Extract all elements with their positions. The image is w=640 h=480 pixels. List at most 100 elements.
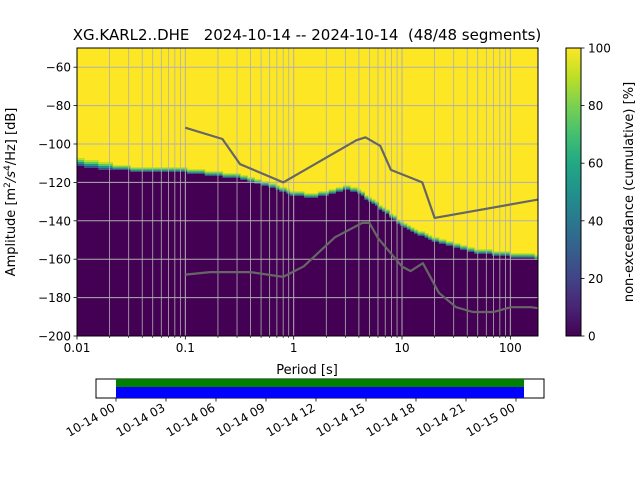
heatmap-transition (275, 185, 280, 187)
heatmap-transition (484, 252, 489, 254)
heatmap-column (445, 246, 450, 336)
heatmap-column (293, 196, 298, 336)
heatmap-transition (155, 168, 160, 170)
heatmap-transition (410, 228, 415, 230)
heatmap-column (80, 166, 85, 336)
heatmap-transition (286, 192, 291, 194)
heatmap-transition (353, 189, 358, 191)
heatmap-transition (381, 208, 387, 210)
low-noise-model-line (185, 221, 538, 314)
heatmap-transition (417, 234, 422, 236)
heatmap-transition (438, 239, 443, 241)
heatmap-column (413, 234, 419, 336)
heatmap-transition (218, 171, 223, 173)
heatmap-transition (424, 233, 429, 235)
chart-title: XG.KARL2..DHE 2024-10-14 -- 2024-10-14 (… (73, 26, 542, 44)
heatmap-transition (353, 187, 358, 189)
heatmap-transition (77, 158, 82, 160)
heatmap-transition (225, 173, 231, 175)
x-tick-label: 0.01 (64, 341, 91, 355)
heatmap-transition (491, 254, 497, 256)
heatmap-transition (452, 245, 458, 247)
heatmap-transition (289, 191, 294, 193)
heatmap-transition (534, 256, 538, 258)
heatmap-transition (108, 166, 114, 168)
heatmap-transition (445, 244, 450, 246)
heatmap-column (467, 252, 472, 336)
heatmap-column (279, 192, 284, 336)
heatmap-column (527, 258, 532, 336)
heatmap-transition (137, 170, 142, 172)
heatmap-transition (467, 249, 472, 251)
x-tick-label: 100 (499, 341, 522, 355)
heatmap-transition (449, 241, 454, 243)
heatmap-transition (300, 193, 305, 195)
heatmap-column (474, 254, 479, 336)
heatmap-transition (406, 226, 411, 228)
heatmap-column (211, 176, 216, 336)
heatmap-transition (250, 178, 255, 180)
heatmap-column (353, 192, 358, 336)
heatmap-transition (151, 167, 156, 169)
heatmap-column (420, 236, 426, 336)
heatmap-column (502, 256, 507, 336)
heatmap-transition (201, 169, 206, 171)
heatmap-transition (481, 251, 486, 253)
heatmap-transition (438, 242, 443, 244)
heatmap-transition (204, 172, 209, 174)
heatmap-transition (194, 169, 199, 171)
heatmap-transition (367, 197, 372, 199)
heatmap-transition (247, 179, 252, 181)
heatmap-column (346, 190, 351, 336)
heatmap-transition (98, 164, 103, 166)
heatmap-column (240, 180, 245, 336)
heatmap-transition (527, 254, 532, 256)
heatmap-transition (151, 169, 156, 171)
heatmap-transition (186, 172, 192, 174)
heatmap-transition (378, 205, 383, 207)
heatmap-column (438, 244, 443, 336)
heatmap-transition (332, 190, 337, 192)
heatmap-transition (470, 247, 475, 249)
heatmap-transition (137, 168, 142, 170)
heatmap-transition (80, 160, 85, 162)
heatmap-transition (296, 193, 302, 195)
heatmap-transition (509, 256, 514, 258)
heatmap-transition (155, 170, 160, 172)
heatmap-transition (130, 167, 135, 169)
heatmap-column (428, 240, 433, 336)
noise-models (184, 126, 538, 314)
heatmap-transition (325, 192, 330, 194)
heatmap-transition (374, 202, 380, 204)
timeline-tick-label: 10-14 18 (364, 400, 418, 439)
heatmap-transition (445, 242, 450, 244)
heatmap-transition (396, 222, 401, 224)
heatmap-transition (279, 190, 284, 192)
heatmap-transition (435, 240, 440, 242)
y-axis-label-tail: /Hz] [dB] (4, 108, 19, 166)
heatmap-transition (144, 170, 149, 172)
heatmap-transition (321, 193, 326, 195)
heatmap-column (513, 258, 518, 336)
heatmap-transition (339, 187, 344, 189)
heatmap-transition (268, 183, 273, 185)
heatmap-transition (346, 187, 351, 189)
heatmap-transition (456, 246, 461, 248)
heatmap-transition (428, 236, 433, 238)
heatmap-transition (268, 185, 273, 187)
heatmap-column (77, 166, 82, 336)
heatmap-transition (346, 185, 351, 187)
heatmap-transition (420, 232, 426, 234)
heatmap-column (456, 248, 461, 336)
heatmap-column (314, 198, 319, 336)
heatmap-transition (77, 164, 82, 166)
heatmap-transition (169, 168, 174, 170)
y-tick-label: −180 (38, 291, 71, 305)
heatmap-transition (498, 251, 504, 253)
heatmap-transition (481, 249, 486, 251)
heatmap-transition (94, 162, 99, 164)
heatmap-transition (165, 169, 170, 171)
heatmap-transition (484, 251, 489, 253)
heatmap-transition (105, 164, 110, 166)
